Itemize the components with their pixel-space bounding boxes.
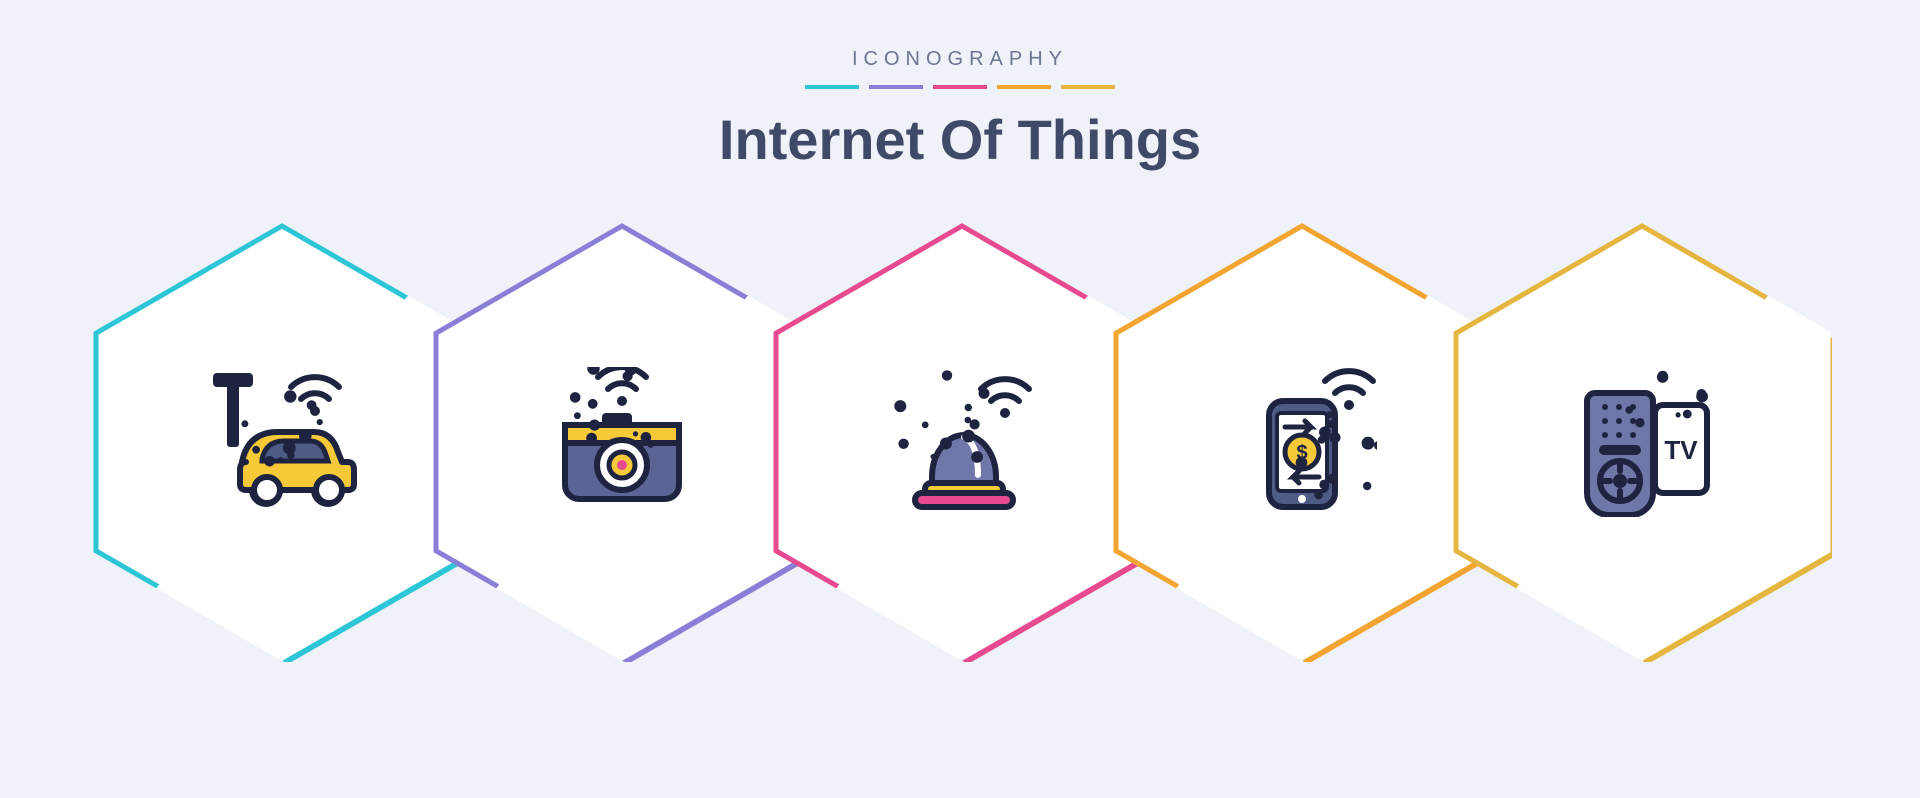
hex-siren xyxy=(772,222,1152,662)
siren-icon xyxy=(887,367,1037,517)
svg-text:TV: TV xyxy=(1664,435,1698,465)
underline-orange xyxy=(997,85,1051,89)
hex-car xyxy=(92,222,472,662)
smart-car-icon xyxy=(207,367,357,517)
underline-bars xyxy=(0,85,1920,89)
underline-gold xyxy=(1061,85,1115,89)
tv-remote-icon: TV xyxy=(1567,367,1717,517)
underline-teal xyxy=(805,85,859,89)
mobile-pay-icon: $ xyxy=(1227,367,1377,517)
hex-camera xyxy=(432,222,812,662)
hex-stage: $ TV xyxy=(0,182,1920,722)
wifi-camera-icon xyxy=(547,367,697,517)
underline-pink xyxy=(933,85,987,89)
hex-phone: $ xyxy=(1112,222,1492,662)
underline-purple xyxy=(869,85,923,89)
header: ICONOGRAPHY Internet Of Things xyxy=(0,0,1920,172)
topline-label: ICONOGRAPHY xyxy=(0,48,1920,71)
page-title: Internet Of Things xyxy=(0,107,1920,172)
hex-remote: TV xyxy=(1452,222,1832,662)
